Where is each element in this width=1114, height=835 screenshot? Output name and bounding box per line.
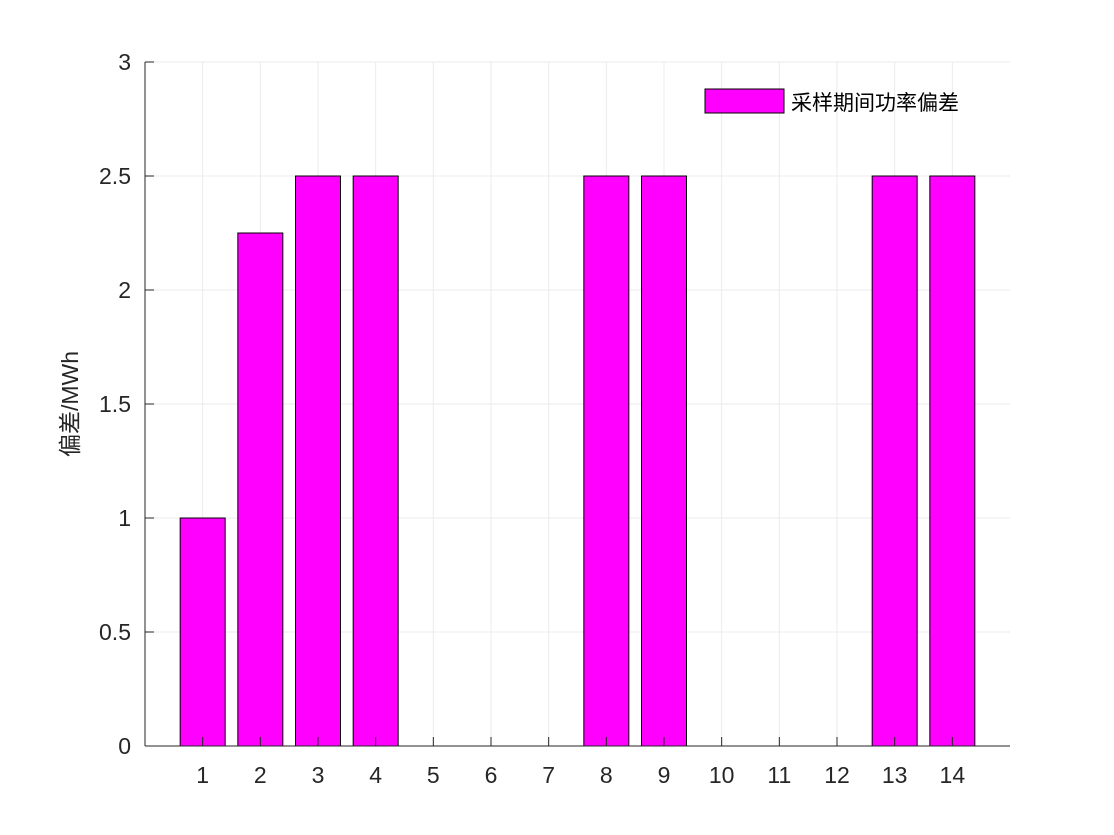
bar-4 [352,175,399,747]
x-tick-label: 13 [882,762,908,788]
legend-swatch [704,88,785,114]
x-tick-label: 1 [196,762,209,788]
x-tick-label: 14 [940,762,966,788]
x-tick-label: 9 [658,762,671,788]
x-tick-label: 3 [312,762,325,788]
y-tick-label: 1.5 [99,391,131,417]
bar-13 [871,175,918,747]
y-tick-label: 0 [118,733,131,759]
x-tick-label: 4 [369,762,382,788]
bar-2 [237,232,284,747]
y-tick-label: 2 [118,277,131,303]
bar-3 [295,175,341,747]
bar-series [179,175,976,747]
bar-9 [641,175,687,747]
legend: 采样期间功率偏差 [704,88,959,115]
x-tick-label: 2 [254,762,267,788]
bar-8 [583,175,630,747]
x-tick-label: 11 [767,762,791,788]
x-tick-label: 6 [485,762,498,788]
x-tick-label: 8 [600,762,613,788]
y-tick-label: 1 [118,505,131,531]
axes [144,61,1010,747]
x-tick-labels: 1 2 3 4 5 6 7 8 9 10 11 12 13 14 [196,762,965,788]
y-axis-label: 偏差/MWh [57,351,83,457]
y-tick-label: 0.5 [99,619,131,645]
bar-14 [929,175,976,747]
x-tick-label: 7 [542,762,555,788]
x-tick-label: 5 [427,762,440,788]
y-tick-label: 3 [118,49,131,75]
x-tick-label: 12 [824,762,850,788]
y-tick-labels: 0 0.5 1 1.5 2 2.5 3 [99,49,131,759]
legend-label: 采样期间功率偏差 [791,91,959,115]
x-tick-label: 10 [709,762,735,788]
y-tick-label: 2.5 [99,163,131,189]
bar-1 [179,517,226,747]
